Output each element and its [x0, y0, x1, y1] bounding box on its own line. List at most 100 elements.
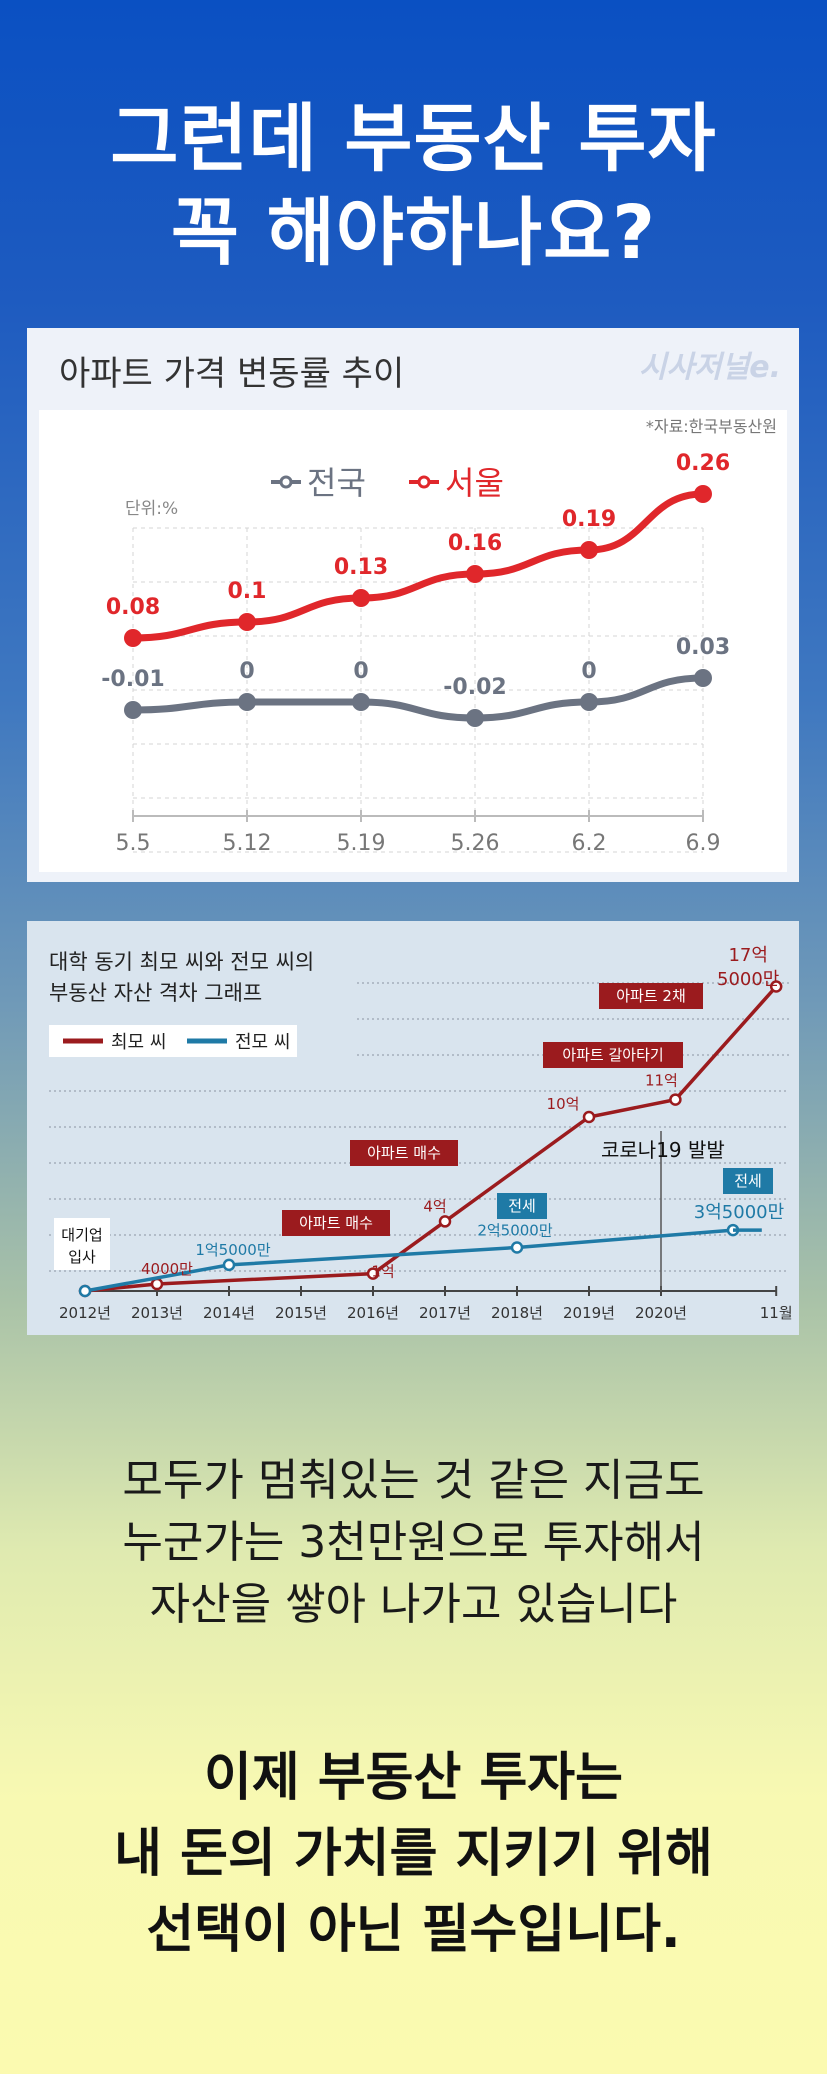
annotation-start-box [54, 1218, 110, 1270]
national-point [694, 669, 712, 687]
x-tick-label: 2016년 [347, 1304, 399, 1322]
jeon-series-line [84, 1228, 734, 1293]
choi-point [769, 980, 783, 993]
choi-data-label: 11억 [645, 1072, 678, 1090]
body-line-3: 자산을 쌓아 나가고 있습니다 [149, 1579, 678, 1630]
x-tick-label: 2015년 [275, 1304, 327, 1322]
annotation-buy1-label: 아파트 매수 [299, 1214, 373, 1232]
national-point [466, 709, 484, 727]
seoul-data-label: 0.26 [676, 451, 730, 476]
seoul-point [580, 541, 598, 559]
body-line-2: 누군가는 3천만원으로 투자해서 [122, 1517, 705, 1568]
x-tick-label: 11월 [760, 1304, 793, 1322]
headline: 그런데 부동산 투자 꼭 해야하나요? [0, 92, 827, 280]
seoul-data-label: 0.19 [562, 507, 616, 532]
jeon-data-label: 3억5000만 [694, 1202, 784, 1223]
chart1-plot-area: *자료:한국부동산원 전국 서울 단위:% 5.5 5.12 5.19 5.26 6.2 6.9 -… [39, 410, 787, 872]
national-data-label: 0 [239, 659, 254, 684]
national-point [352, 693, 370, 711]
conclusion-line-1: 이제 부동산 투자는 [204, 1748, 623, 1808]
annotation-buy1-box [282, 1210, 390, 1236]
annotation-jeonse1-label: 전세 [508, 1197, 536, 1215]
choi-data-label-top-2: 5000만 [717, 969, 779, 990]
headline-line-2: 꼭 해야하나요? [170, 190, 657, 276]
x-tick-label: 2020년 [635, 1304, 687, 1322]
legend-national-label: 전국 [307, 464, 366, 502]
x-tick-label: 5.12 [223, 831, 272, 856]
choi-point [669, 1093, 682, 1106]
national-point [124, 701, 142, 719]
seoul-data-label: 0.16 [448, 531, 502, 556]
seoul-series-line [129, 490, 707, 642]
x-tick-label: 6.9 [686, 831, 721, 856]
annotation-switch-box [543, 1042, 683, 1068]
chart2-title-line-1: 대학 동기 최모 씨와 전모 씨의 [49, 950, 314, 974]
choi-data-label-top: 17억 [728, 945, 767, 966]
annotation-buy2-label: 아파트 매수 [367, 1144, 441, 1162]
annotation-start-line-1: 대기업 [61, 1226, 102, 1244]
annotation-start-line-2: 입사 [68, 1248, 96, 1266]
seoul-point [694, 485, 712, 503]
choi-data-label: 4억 [423, 1197, 446, 1215]
seoul-point [238, 613, 256, 631]
national-data-label: 0 [581, 659, 596, 684]
choi-data-label: 10억 [547, 1095, 580, 1113]
x-tick-label: 5.5 [116, 831, 151, 856]
choi-point [438, 1215, 452, 1228]
seoul-point [352, 589, 370, 607]
jeon-point [222, 1258, 236, 1272]
national-point [238, 693, 256, 711]
national-series-line [129, 674, 707, 722]
legend-seoul-marker [417, 475, 431, 489]
national-data-label: 0 [353, 659, 368, 684]
conclusion-line-3: 선택이 아닌 필수입니다. [146, 1900, 681, 1960]
x-tick-label: 2012년 [59, 1304, 111, 1322]
annotation-jeonse2-label: 전세 [734, 1172, 762, 1190]
chart1-unit: 단위:% [125, 499, 178, 519]
jeon-point [510, 1241, 524, 1254]
annotation-switch-label: 아파트 갈아타기 [562, 1046, 663, 1064]
chart1-source: *자료:한국부동산원 [646, 417, 777, 436]
seoul-data-label: 0.1 [228, 579, 267, 604]
watermark: 시사저널e. [638, 350, 781, 385]
seoul-point [466, 565, 484, 583]
x-tick-label: 2018년 [491, 1304, 543, 1322]
x-tick-label: 2019년 [563, 1304, 615, 1322]
legend-choi-label: 최모 씨 [111, 1032, 166, 1053]
chart1-title: 아파트 가격 변동률 추이 [59, 354, 405, 394]
jeon-data-label: 2억5000만 [477, 1222, 553, 1240]
x-tick-label: 2013년 [131, 1304, 183, 1322]
choi-data-label: 4000만 [141, 1260, 193, 1278]
seoul-data-label: 0.08 [106, 595, 160, 620]
body-line-1: 모두가 멈춰있는 것 같은 지금도 [122, 1455, 705, 1506]
x-tick-label: 5.19 [337, 831, 386, 856]
annotation-jeonse2-box [723, 1168, 773, 1194]
covid-label: 코로나19 발발 [601, 1138, 725, 1162]
annotation-jeonse1-box [497, 1193, 547, 1219]
x-tick-label: 2014년 [203, 1304, 255, 1322]
jeon-point [78, 1284, 92, 1298]
annotation-buy2-box [350, 1140, 458, 1166]
seoul-data-label: 0.13 [334, 555, 388, 580]
national-point [580, 693, 598, 711]
legend-seoul-label: 서울 [445, 464, 504, 502]
choi-data-label: 1억 [371, 1263, 394, 1281]
annotation-two-apartments-box [599, 983, 703, 1009]
national-data-label: -0.01 [101, 667, 164, 692]
chart2-title-line-2: 부동산 자산 격차 그래프 [49, 981, 262, 1005]
conclusion-line-2: 내 돈의 가치를 지키기 위해 [114, 1824, 713, 1884]
headline-line-1: 그런데 부동산 투자 [110, 96, 717, 182]
x-tick-label: 6.2 [572, 831, 607, 856]
choi-point [582, 1110, 596, 1124]
conclusion-text: 이제 부동산 투자는 내 돈의 가치를 지키기 위해 선택이 아닌 필수입니다. [0, 1740, 827, 1968]
legend-national-marker [279, 475, 293, 489]
legend-jeon-label: 전모 씨 [235, 1032, 290, 1053]
national-data-label: 0.03 [676, 635, 730, 660]
choi-point [366, 1267, 380, 1280]
body-text: 모두가 멈춰있는 것 같은 지금도 누군가는 3천만원으로 투자해서 자산을 쌓… [0, 1450, 827, 1636]
annotation-two-apartments-label: 아파트 2채 [616, 987, 686, 1005]
